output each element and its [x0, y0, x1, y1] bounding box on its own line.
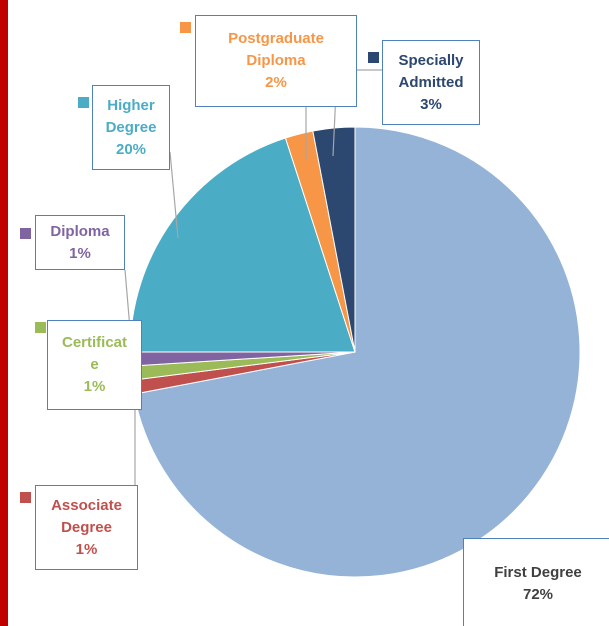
label-value: 1%	[69, 244, 91, 262]
data-label: Diploma 1%	[35, 215, 125, 270]
slices	[129, 126, 581, 578]
data-label: Postgraduate Diploma 2%	[195, 15, 357, 107]
data-label: First Degree 72%	[463, 538, 609, 626]
legend-key	[20, 492, 31, 503]
slice	[133, 126, 581, 578]
legend-key	[78, 97, 89, 108]
label-value: 72%	[522, 586, 554, 603]
label-value: 1%	[83, 378, 106, 395]
data-label: Specially Admitted 3%	[382, 40, 480, 125]
label-name: Postgraduate Diploma	[228, 30, 324, 69]
leader-line	[169, 151, 179, 239]
label-name: Associate Degree	[51, 496, 122, 536]
legend-key	[20, 228, 31, 239]
label-value: 2%	[265, 74, 287, 91]
legend-key	[368, 52, 379, 63]
data-label: Certificate 1%	[47, 320, 142, 410]
label-name: Diploma	[50, 222, 110, 240]
label-name: Higher Degree	[105, 96, 157, 136]
legend-key	[180, 22, 191, 33]
data-label: Higher Degree 20%	[92, 85, 170, 170]
label-value: 1%	[75, 540, 98, 558]
label-name: First Degree	[494, 564, 582, 581]
label-name: Specially Admitted	[398, 51, 464, 91]
label-value: 3%	[420, 95, 442, 113]
label-value: 20%	[115, 140, 147, 158]
data-label: Associate Degree 1%	[35, 485, 138, 570]
legend-key	[35, 322, 46, 333]
side-strip	[0, 0, 8, 626]
label-name: Certificate	[61, 334, 128, 373]
